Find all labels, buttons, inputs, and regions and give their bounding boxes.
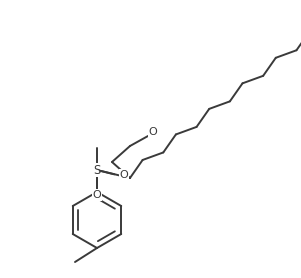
Text: O: O xyxy=(119,170,128,180)
Text: O: O xyxy=(149,127,157,137)
Text: S: S xyxy=(93,163,101,177)
Text: O: O xyxy=(93,190,101,200)
